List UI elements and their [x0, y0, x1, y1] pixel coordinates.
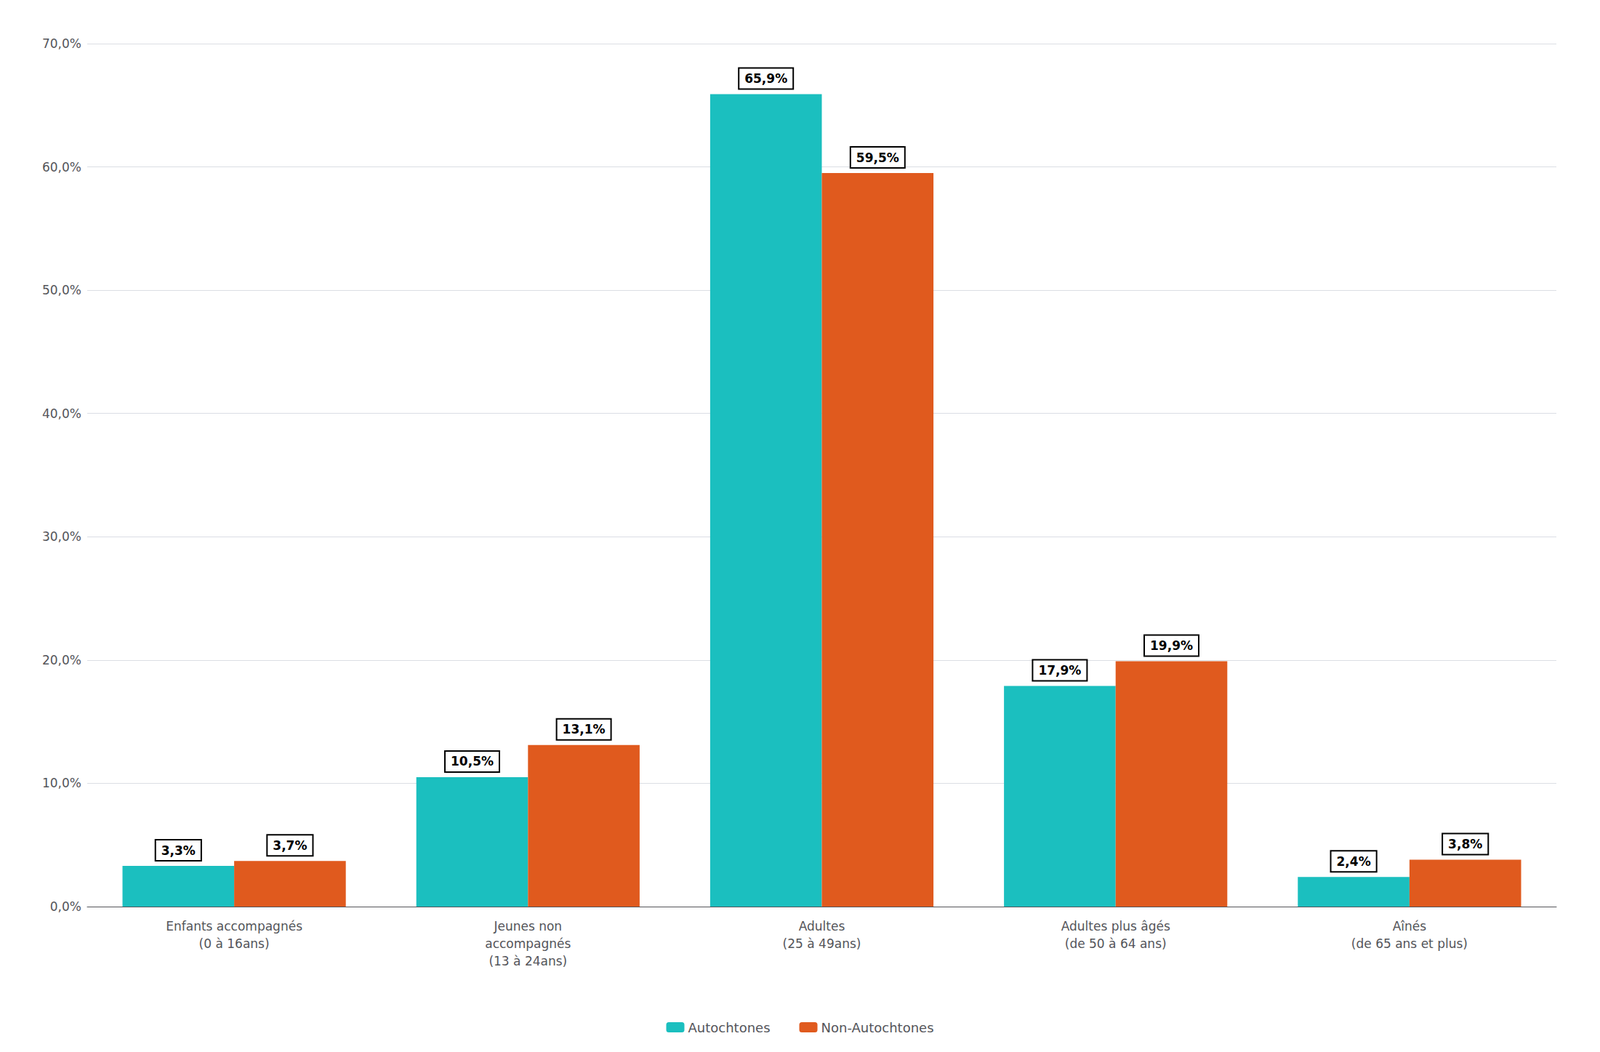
svg-text:17,9%: 17,9%: [1038, 662, 1081, 678]
svg-text:50,0%: 50,0%: [42, 282, 82, 298]
svg-text:3,3%: 3,3%: [161, 843, 196, 858]
svg-text:(13 à 24ans): (13 à 24ans): [488, 953, 568, 969]
svg-text:60,0%: 60,0%: [42, 159, 82, 175]
svg-text:3,7%: 3,7%: [272, 838, 307, 853]
svg-text:(de 50 à 64 ans): (de 50 à 64 ans): [1064, 936, 1167, 951]
svg-text:Adultes: Adultes: [798, 918, 846, 934]
svg-text:40,0%: 40,0%: [42, 406, 82, 421]
svg-text:Adultes plus âgés: Adultes plus âgés: [1061, 918, 1171, 934]
svg-text:19,9%: 19,9%: [1150, 638, 1193, 653]
svg-text:3,8%: 3,8%: [1448, 836, 1483, 852]
svg-text:Jeunes non: Jeunes non: [492, 918, 562, 934]
svg-text:65,9%: 65,9%: [744, 71, 788, 86]
svg-text:Non-Autochtones: Non-Autochtones: [821, 1019, 935, 1036]
svg-text:Enfants accompagnés: Enfants accompagnés: [165, 918, 303, 934]
svg-text:10,5%: 10,5%: [450, 753, 494, 769]
svg-text:0,0%: 0,0%: [50, 899, 82, 914]
svg-text:(0 à 16ans): (0 à 16ans): [199, 936, 270, 951]
svg-text:Autochtones: Autochtones: [687, 1019, 770, 1036]
svg-text:(25 à 49ans): (25 à 49ans): [782, 936, 862, 951]
svg-text:13,1%: 13,1%: [562, 721, 606, 737]
svg-text:2,4%: 2,4%: [1336, 854, 1372, 869]
svg-text:accompagnés: accompagnés: [484, 936, 571, 951]
svg-text:Aînés: Aînés: [1392, 918, 1427, 934]
svg-text:30,0%: 30,0%: [42, 529, 82, 544]
svg-text:70,0%: 70,0%: [42, 36, 82, 51]
svg-text:(de 65 ans et plus): (de 65 ans et plus): [1351, 936, 1468, 951]
svg-text:59,5%: 59,5%: [856, 150, 900, 166]
svg-text:10,0%: 10,0%: [42, 775, 82, 791]
svg-text:20,0%: 20,0%: [42, 652, 82, 668]
